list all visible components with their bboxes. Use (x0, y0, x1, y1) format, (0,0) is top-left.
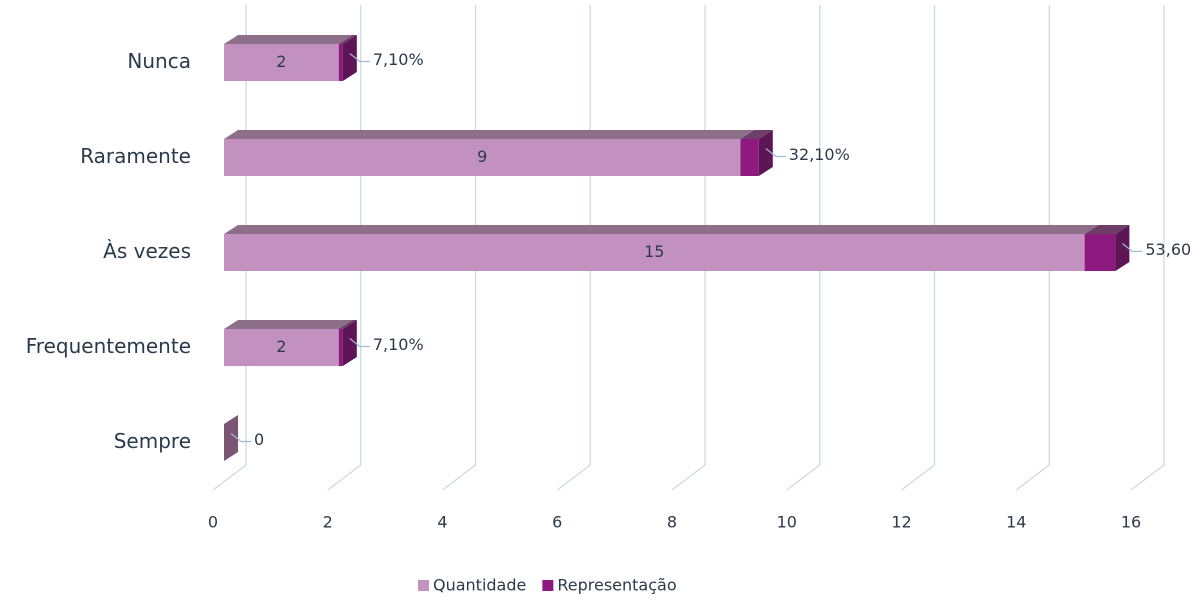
leader-line (765, 148, 786, 158)
bar-side (1115, 225, 1130, 271)
data-label: 15 (644, 242, 664, 261)
data-label: 7,10% (373, 50, 424, 69)
x-tick-label: 10 (777, 513, 797, 532)
bar (224, 44, 339, 81)
x-tick-label: 12 (891, 513, 911, 532)
x-tick-label: 14 (1006, 513, 1026, 532)
bar (224, 234, 1085, 271)
data-label: 0 (254, 430, 264, 449)
bar-side (342, 35, 357, 81)
x-tick-label: 0 (208, 513, 218, 532)
y-tick-label: Frequentemente (26, 334, 191, 358)
x-tick-label: 2 (323, 513, 333, 532)
bar (740, 139, 759, 176)
data-label: 9 (477, 147, 487, 166)
x-tick-label: 4 (437, 513, 447, 532)
bar-top (224, 225, 1099, 234)
grid-line (1015, 5, 1050, 491)
bar-top (224, 35, 353, 44)
grid-line (1130, 5, 1165, 491)
data-label: 32,10% (789, 145, 850, 164)
leader-line (1122, 243, 1143, 253)
data-label: 7,10% (373, 335, 424, 354)
leader-line (349, 53, 370, 63)
bar-side (758, 130, 773, 176)
bar (224, 139, 741, 176)
data-label: 53,60% (1145, 240, 1192, 259)
y-tick-label: Às vezes (103, 239, 191, 263)
y-tick-label: Raramente (80, 144, 191, 168)
bar (224, 329, 339, 366)
bar-top (224, 130, 755, 139)
bar-top (338, 320, 357, 329)
grid-line (901, 5, 936, 491)
bar-side (342, 320, 357, 366)
legend-label: Quantidade (433, 576, 526, 595)
bar-top (740, 130, 773, 139)
bar (338, 44, 343, 81)
grid-line (786, 5, 821, 491)
bar (1084, 234, 1116, 271)
legend-label: Representação (557, 576, 676, 595)
x-tick-label: 16 (1121, 513, 1141, 532)
legend-swatch (418, 580, 429, 591)
bar-top (224, 320, 353, 329)
bar-side (224, 415, 238, 461)
leader-line (230, 433, 251, 443)
bar (338, 329, 343, 366)
leader-line (349, 338, 370, 348)
y-tick-label: Nunca (127, 49, 191, 73)
data-label: 2 (276, 337, 286, 356)
x-tick-label: 8 (667, 513, 677, 532)
y-tick-label: Sempre (114, 429, 191, 453)
legend-swatch (542, 580, 554, 591)
bar-top (1084, 225, 1130, 234)
data-label: 2 (276, 52, 286, 71)
bar-top (338, 35, 357, 44)
x-tick-label: 6 (552, 513, 562, 532)
